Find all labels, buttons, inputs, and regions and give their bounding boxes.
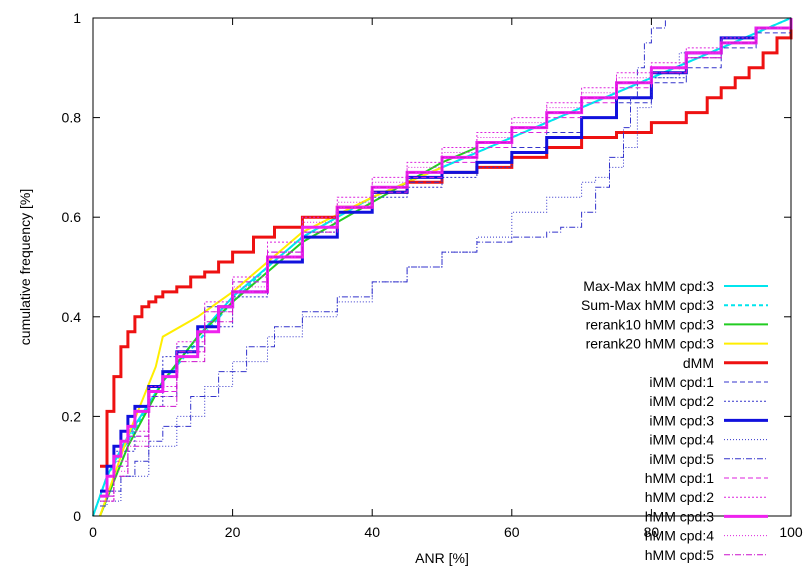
x-tick-label: 100 xyxy=(779,524,803,540)
legend-entry-sum-max-hmm-cpd-3: Sum-Max hMM cpd:3 xyxy=(581,297,768,313)
legend-entry-imm-cpd-5: iMM cpd:5 xyxy=(649,451,768,467)
y-tick-label: 1 xyxy=(73,10,81,26)
legend: Max-Max hMM cpd:3 Sum-Max hMM cpd:3 rerank… xyxy=(581,278,768,563)
legend-label: Max-Max hMM cpd:3 xyxy=(583,278,714,294)
legend-label: hMM cpd:5 xyxy=(645,547,714,563)
legend-label: hMM cpd:2 xyxy=(645,489,714,505)
legend-entry-hmm-cpd-2: hMM cpd:2 xyxy=(645,489,768,505)
legend-entry-hmm-cpd-4: hMM cpd:4 xyxy=(645,528,768,544)
legend-entry-hmm-cpd-5: hMM cpd:5 xyxy=(645,547,768,563)
legend-label: hMM cpd:4 xyxy=(645,528,714,544)
y-tick-label: 0.2 xyxy=(62,408,82,424)
plot-frame xyxy=(92,17,792,517)
legend-entry-rerank20-hmm-cpd-3: rerank20 hMM cpd:3 xyxy=(586,336,768,352)
series-line-hmm-cpd-5 xyxy=(100,18,792,502)
y-axis-label: cumulative frequency [%] xyxy=(17,189,33,345)
y-tick-label: 0.8 xyxy=(62,110,82,126)
legend-entry-dmm: dMM xyxy=(683,355,768,371)
legend-label: iMM cpd:4 xyxy=(649,432,714,448)
y-tick-label: 0.4 xyxy=(62,309,82,325)
legend-label: rerank20 hMM cpd:3 xyxy=(586,336,715,352)
legend-label: hMM cpd:3 xyxy=(645,508,714,524)
legend-label: Sum-Max hMM cpd:3 xyxy=(581,297,714,313)
legend-label: rerank10 hMM cpd:3 xyxy=(586,316,715,332)
x-tick-label: 20 xyxy=(225,524,241,540)
legend-entry-imm-cpd-4: iMM cpd:4 xyxy=(649,432,768,448)
legend-entry-imm-cpd-2: iMM cpd:2 xyxy=(649,393,768,409)
x-tick-label: 60 xyxy=(504,524,520,540)
legend-label: iMM cpd:1 xyxy=(649,374,714,390)
legend-entry-hmm-cpd-3: hMM cpd:3 xyxy=(645,508,768,524)
legend-entry-hmm-cpd-1: hMM cpd:1 xyxy=(645,470,768,486)
series-line-imm-cpd-4 xyxy=(100,18,792,502)
legend-label: iMM cpd:3 xyxy=(649,412,714,428)
x-tick-label: 0 xyxy=(89,524,97,540)
tick-layer: 0 20 40 60 80 100 0 0.2 0.4 0.6 0.8 1 xyxy=(62,10,803,540)
y-tick-label: 0 xyxy=(73,508,81,524)
legend-label: iMM cpd:5 xyxy=(649,451,714,467)
legend-entry-max-max-hmm-cpd-3: Max-Max hMM cpd:3 xyxy=(583,278,768,294)
legend-label: dMM xyxy=(683,355,714,371)
legend-entry-imm-cpd-1: iMM cpd:1 xyxy=(649,374,768,390)
x-axis-label: ANR [%] xyxy=(415,550,469,566)
x-tick-label: 40 xyxy=(364,524,380,540)
legend-entry-imm-cpd-3: iMM cpd:3 xyxy=(649,412,768,428)
y-tick-label: 0.6 xyxy=(62,209,82,225)
legend-label: iMM cpd:2 xyxy=(649,393,714,409)
legend-label: hMM cpd:1 xyxy=(645,470,714,486)
legend-entry-rerank10-hmm-cpd-3: rerank10 hMM cpd:3 xyxy=(586,316,768,332)
series-layer xyxy=(92,17,793,517)
series-line-imm-cpd-5 xyxy=(100,17,791,507)
x-tick-label: 80 xyxy=(644,524,660,540)
